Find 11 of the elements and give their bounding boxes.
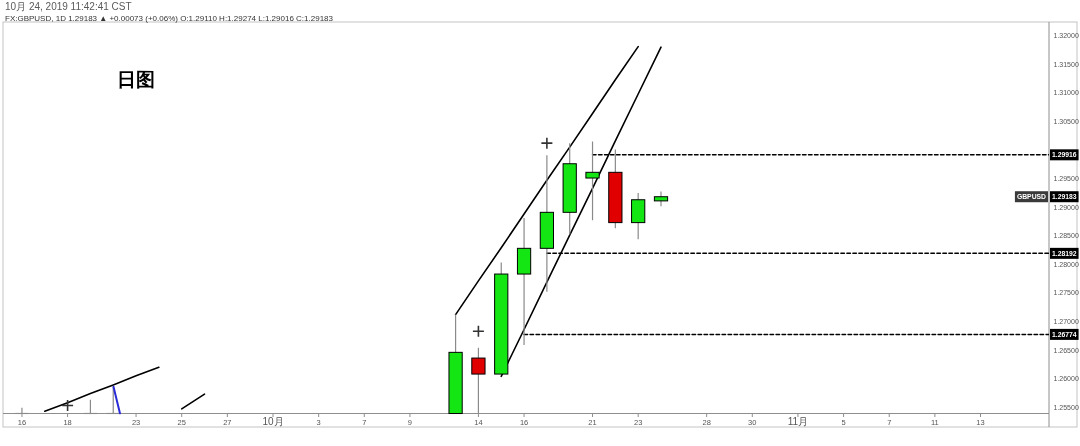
text: 10月 24, 2019 11:42:41 CST	[5, 1, 132, 12]
line-series	[454, 45, 639, 316]
line-series	[43, 366, 160, 413]
point	[61, 399, 74, 412]
candlestick	[631, 192, 646, 240]
point	[472, 324, 485, 338]
annotation: FX:GBPUSD, 1D 1.29183 ▲ +0.00073 (+0.06%) O:1.29110 H:1.29274 L:1.29016 C:1.29183	[5, 14, 334, 23]
text: 日图	[117, 69, 155, 90]
x-tick-label: 11月	[787, 416, 809, 427]
point	[540, 136, 554, 150]
x-tick-label: 10月	[262, 416, 284, 427]
